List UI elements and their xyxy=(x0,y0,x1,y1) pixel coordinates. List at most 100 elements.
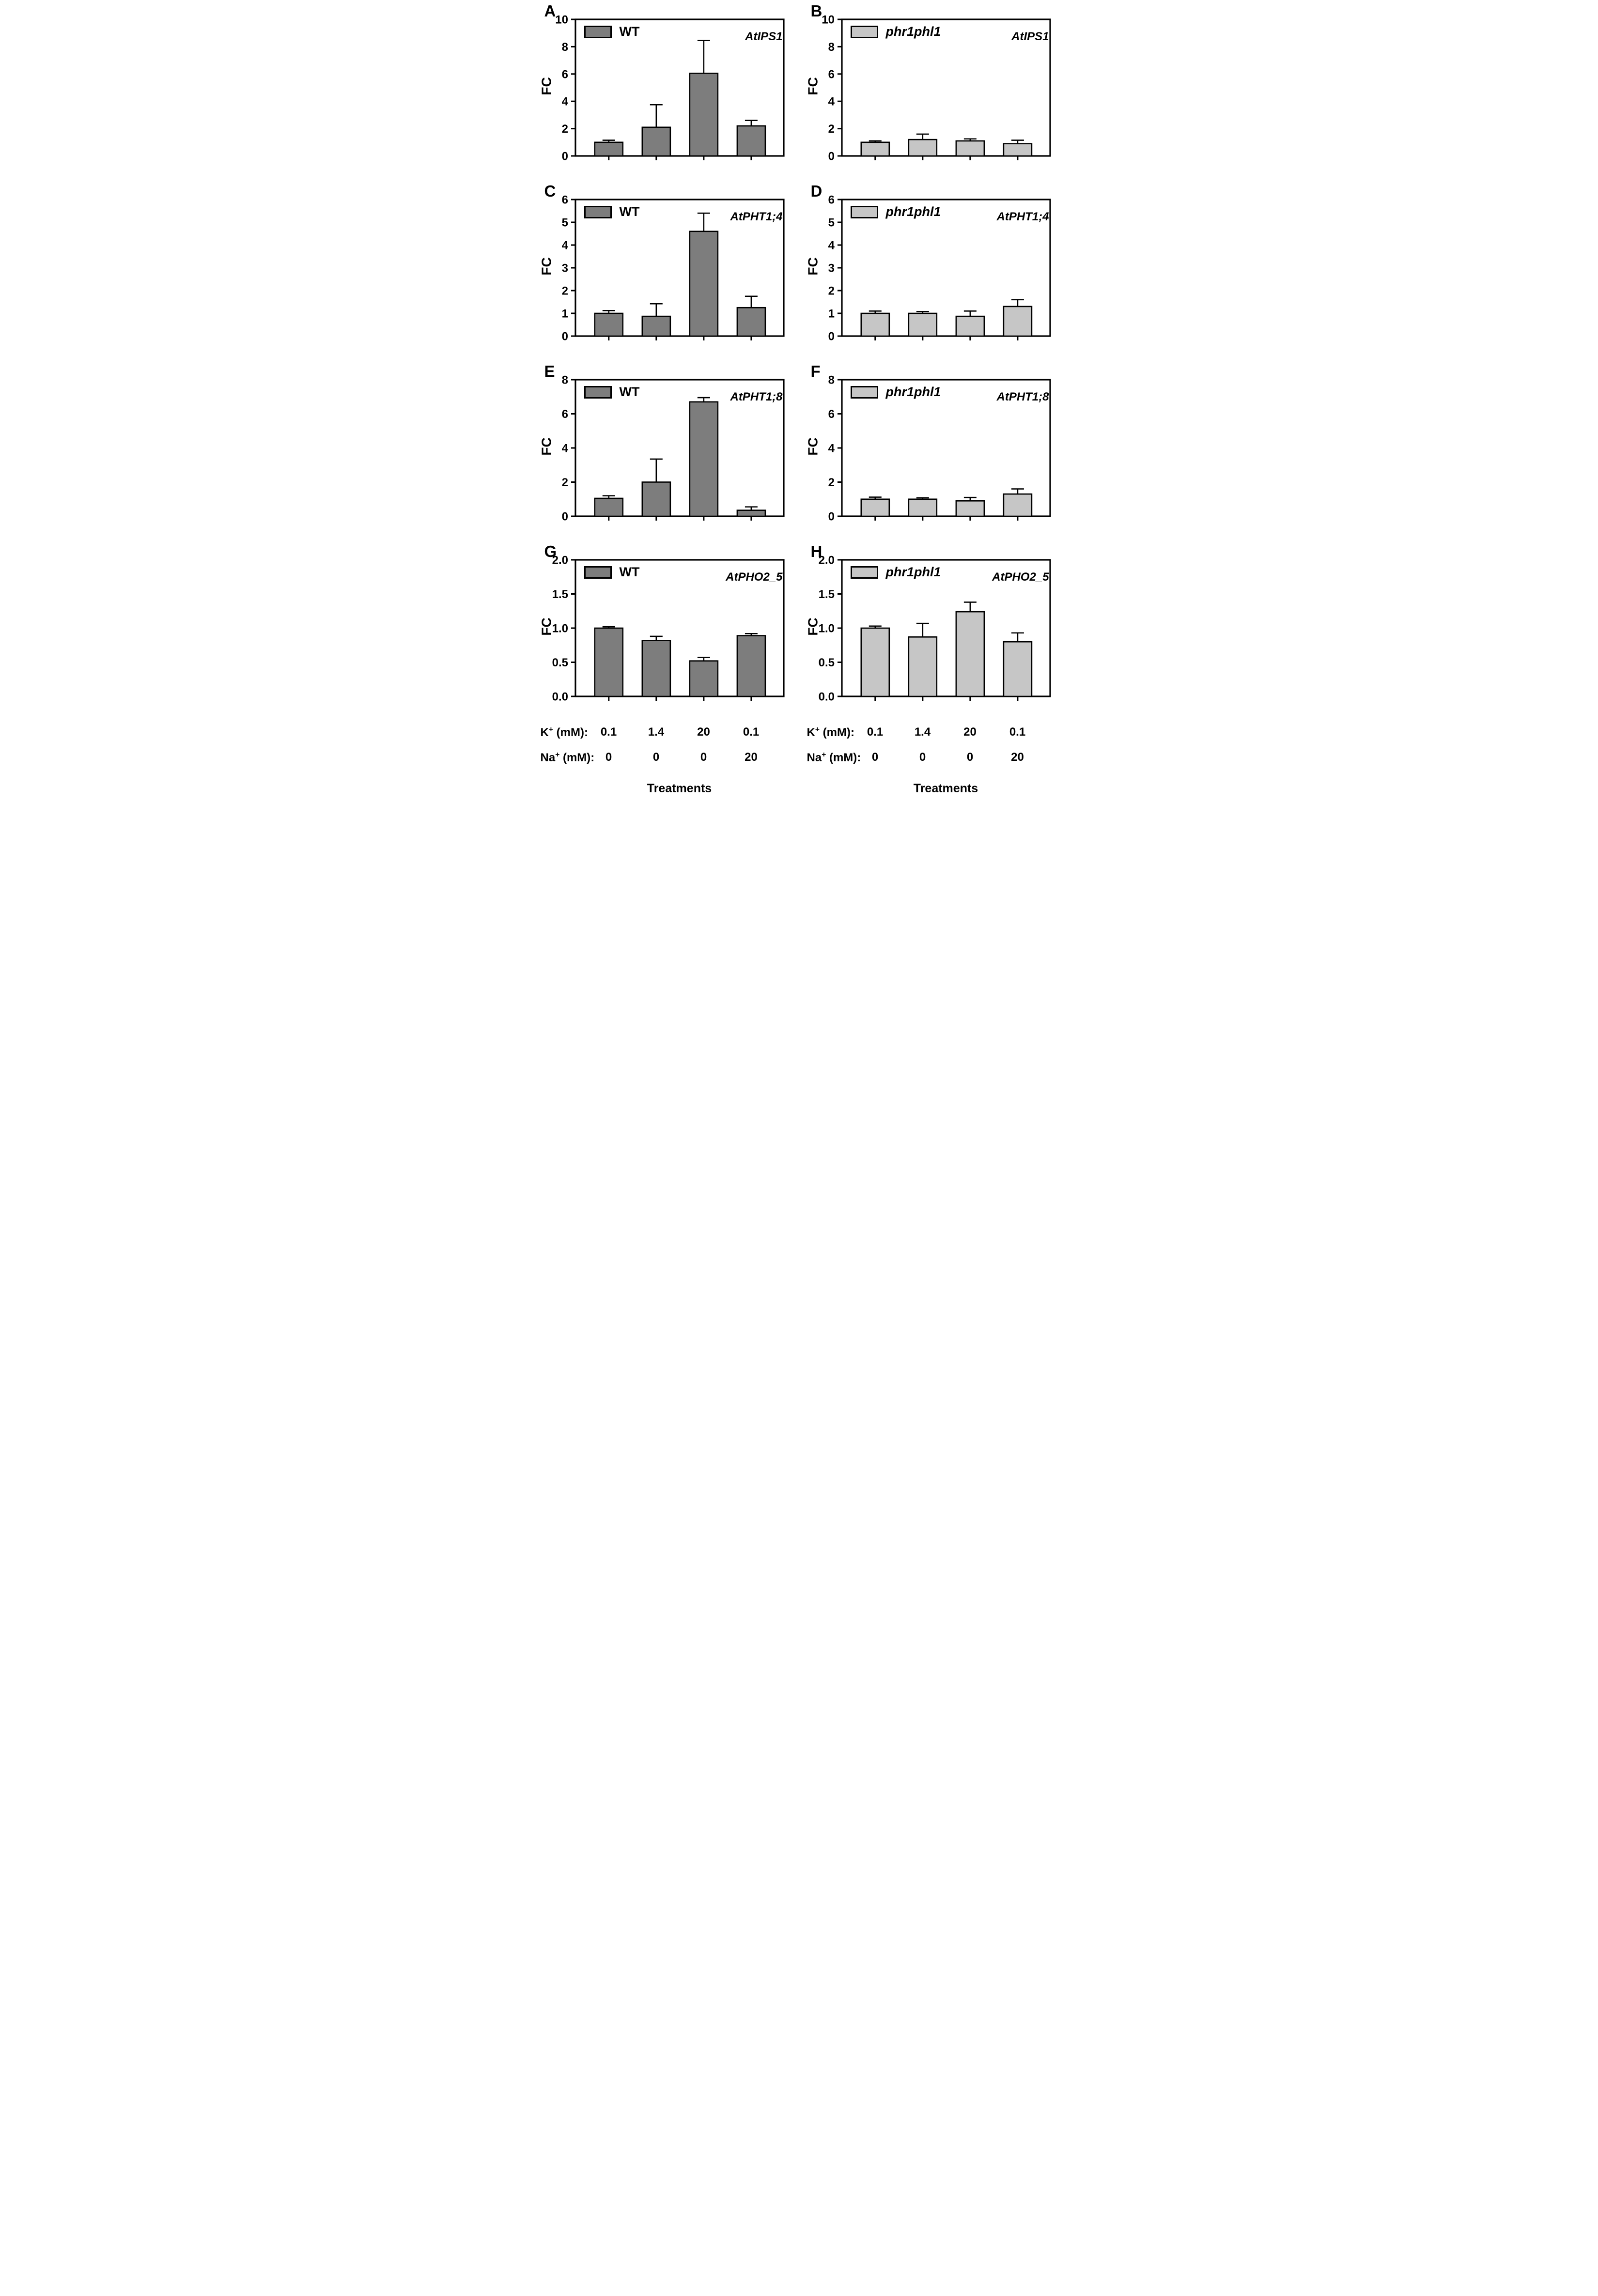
bar xyxy=(689,231,718,337)
y-tick-label: 10 xyxy=(555,14,568,27)
legend-swatch xyxy=(850,205,878,218)
legend: phr1phl1 xyxy=(850,566,941,579)
panel-H: H FC 0.0 0.5 1.0 1.5 2.0 phr1phl1 AtPHO2_5 xyxy=(799,542,1066,723)
panel-A: A FC 0 2 4 6 8 10 WT AtIPS1 xyxy=(533,2,799,182)
na-label-rest: (mM): xyxy=(826,751,861,764)
y-tick-label: 4 xyxy=(561,95,568,108)
na-value: 0 xyxy=(871,751,879,764)
y-tick-label: 1.5 xyxy=(552,588,568,601)
y-tick-label: 2.0 xyxy=(552,554,568,567)
k-label-base: K xyxy=(807,726,815,739)
bar xyxy=(689,401,718,517)
treatments-block: K+ (mM): 0.1 1.4 20 0.1 Na+ (mM): 0 0 0 … xyxy=(533,723,1066,805)
na-label-base: Na xyxy=(807,751,822,764)
bar xyxy=(594,312,623,337)
k-value: 0.1 xyxy=(1009,725,1026,739)
plot-frame xyxy=(574,18,785,157)
legend-swatch xyxy=(850,566,878,579)
y-tick-label: 6 xyxy=(561,408,568,421)
bar xyxy=(955,611,985,697)
panel-G: G FC 0.0 0.5 1.0 1.5 2.0 WT AtPHO2_5 xyxy=(533,542,799,723)
panel-letter: F xyxy=(810,362,821,380)
na-label-base: Na xyxy=(540,751,556,764)
figure: A FC 0 2 4 6 8 10 WT AtIPS1 B FC 0 2 4 6 8 10 phr1phl1 AtIP… xyxy=(532,0,1066,805)
legend: phr1phl1 xyxy=(850,25,941,38)
y-tick-label: 2 xyxy=(828,476,834,489)
panel-letter: B xyxy=(810,2,822,20)
treatments-right-column: K+ (mM): 0.1 1.4 20 0.1 Na+ (mM): 0 0 0 … xyxy=(799,723,1066,805)
plot-frame xyxy=(840,18,1051,157)
bar xyxy=(641,481,671,517)
y-tick-label: 0.5 xyxy=(552,656,568,669)
panel-letter: H xyxy=(810,542,822,560)
bar xyxy=(1003,493,1032,517)
k-label-sup: + xyxy=(815,725,820,734)
chart-grid: A FC 0 2 4 6 8 10 WT AtIPS1 B FC 0 2 4 6 8 10 phr1phl1 AtIP… xyxy=(533,2,1066,723)
legend-swatch xyxy=(850,385,878,399)
y-tick-label: 0.5 xyxy=(818,656,834,669)
y-tick-label: 0.0 xyxy=(552,691,568,704)
bar xyxy=(955,140,985,157)
bar-plot: 0 2 4 6 8 xyxy=(561,374,785,524)
gene-label: AtPHT1;8 xyxy=(730,390,783,403)
y-tick-label: 0 xyxy=(561,150,568,163)
legend-swatch xyxy=(584,25,612,38)
gene-label: AtPHT1;4 xyxy=(730,210,783,223)
gene-label: AtPHO2_5 xyxy=(992,570,1049,584)
chart-row: A FC 0 2 4 6 8 10 WT AtIPS1 B FC 0 2 4 6 8 10 phr1phl1 AtIP… xyxy=(533,2,1066,182)
bar xyxy=(1003,306,1032,337)
k-value: 0.1 xyxy=(600,725,617,739)
legend-label: WT xyxy=(619,24,640,39)
bar xyxy=(1003,641,1032,697)
legend-swatch xyxy=(850,25,878,38)
panel-letter: G xyxy=(544,542,557,560)
na-label-sup: + xyxy=(555,751,560,759)
bar-plot: 0 2 4 6 8 xyxy=(828,374,1051,524)
k-axis-label: K+ (mM): xyxy=(541,725,588,740)
bar xyxy=(736,509,766,517)
k-value: 20 xyxy=(697,725,710,739)
bar-plot: 0 2 4 6 8 10 xyxy=(822,14,1051,163)
gene-label: AtPHT1;8 xyxy=(996,390,1049,403)
bar xyxy=(689,660,718,697)
gene-label: AtIPS1 xyxy=(1011,30,1049,43)
y-tick-label: 1 xyxy=(828,308,834,321)
na-label-sup: + xyxy=(822,751,826,759)
bar xyxy=(955,500,985,517)
bar-plot: 0 2 4 6 8 10 xyxy=(555,14,785,163)
bar xyxy=(955,315,985,337)
na-value: 0 xyxy=(605,751,612,764)
k-axis-label: K+ (mM): xyxy=(807,725,854,740)
gene-label: AtPHO2_5 xyxy=(726,570,783,584)
y-tick-label: 6 xyxy=(828,68,834,81)
y-tick-label: 0 xyxy=(561,330,568,343)
y-tick-label: 0 xyxy=(828,330,834,343)
na-value: 0 xyxy=(966,751,974,764)
y-tick-label: 2 xyxy=(561,123,568,136)
x-axis-title: Treatments xyxy=(647,782,712,795)
na-value: 20 xyxy=(745,751,758,764)
y-tick-label: 1.5 xyxy=(818,588,834,601)
legend-label: WT xyxy=(619,565,640,579)
legend-label: phr1phl1 xyxy=(885,204,941,219)
na-value: 20 xyxy=(1011,751,1024,764)
k-label-rest: (mM): xyxy=(553,726,588,739)
na-axis-label: Na+ (mM): xyxy=(541,751,595,765)
y-tick-label: 4 xyxy=(828,442,835,455)
y-tick-label: 1.0 xyxy=(818,622,834,635)
bar xyxy=(860,498,890,517)
bar xyxy=(594,141,623,157)
y-tick-label: 8 xyxy=(561,41,568,54)
y-tick-label: 2.0 xyxy=(818,554,834,567)
panel-F: F FC 0 2 4 6 8 phr1phl1 AtPHT1;8 xyxy=(799,362,1066,542)
na-value: 0 xyxy=(652,751,660,764)
legend-swatch xyxy=(584,566,612,579)
legend: WT xyxy=(584,385,639,399)
bar xyxy=(641,126,671,157)
k-label-base: K xyxy=(540,726,549,739)
y-tick-label: 0 xyxy=(561,510,568,524)
bar xyxy=(736,307,766,337)
legend-label: WT xyxy=(619,204,640,219)
bar xyxy=(736,125,766,157)
bar-plot: 0.0 0.5 1.0 1.5 2.0 xyxy=(818,554,1051,704)
